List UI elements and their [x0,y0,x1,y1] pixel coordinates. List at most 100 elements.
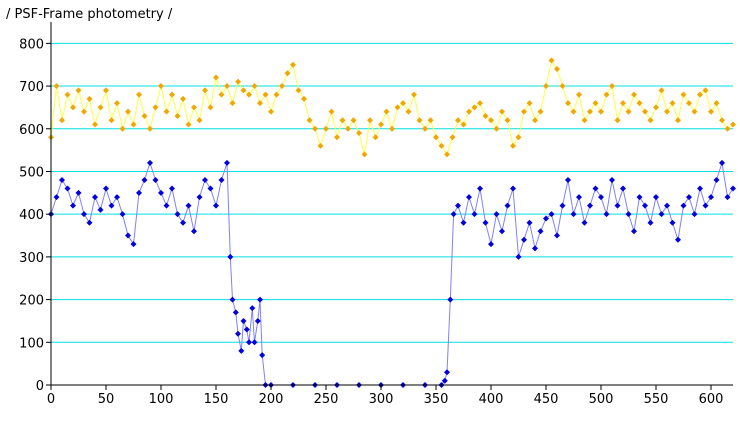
data-point-yellow-4 [70,104,76,111]
y-tick-label-800: 800 [19,37,44,52]
data-point-blue-79 [559,202,566,209]
data-point-blue-81 [570,211,577,218]
data-point-yellow-16 [136,91,142,98]
data-point-blue-69 [504,202,511,209]
data-point-yellow-19 [152,104,159,111]
x-tick-label-550: 550 [644,392,669,407]
data-point-yellow-93 [559,83,566,90]
data-point-blue-61 [460,219,467,226]
x-tick-label-150: 150 [204,392,229,407]
data-point-blue-107 [713,177,720,184]
data-point-yellow-22 [169,91,175,98]
y-tick-label-300: 300 [19,251,44,266]
data-point-yellow-24 [180,95,186,102]
data-point-blue-105 [702,202,709,209]
data-point-yellow-13 [119,125,126,132]
data-point-yellow-54 [345,125,351,132]
data-point-blue-5 [75,189,82,196]
data-point-blue-22 [169,185,175,192]
data-point-blue-85 [592,185,599,192]
data-point-blue-4 [70,202,76,209]
data-point-yellow-42 [279,83,285,90]
data-point-blue-82 [576,194,582,201]
data-point-blue-59 [450,211,457,218]
data-point-yellow-95 [570,108,577,115]
y-tick-label-500: 500 [19,165,44,180]
data-point-yellow-64 [400,100,406,107]
data-point-blue-26 [191,228,197,235]
data-point-yellow-110 [653,104,659,111]
data-point-blue-3 [64,185,71,192]
data-point-yellow-122 [719,117,725,124]
data-point-blue-16 [136,189,142,196]
data-point-yellow-14 [125,108,131,115]
data-point-yellow-92 [554,65,560,72]
data-point-yellow-30 [213,74,219,81]
data-point-yellow-34 [235,78,241,85]
data-point-yellow-61 [383,108,390,115]
data-point-yellow-45 [295,87,302,94]
data-point-blue-10 [103,185,109,192]
data-point-blue-2 [59,177,65,184]
data-point-blue-62 [466,194,472,201]
data-point-yellow-105 [625,108,632,115]
data-point-yellow-81 [493,125,500,132]
data-point-blue-71 [515,253,522,260]
x-tick-label-0: 0 [47,392,55,407]
x-tick-label-450: 450 [534,392,559,407]
data-point-yellow-73 [449,134,456,141]
data-point-blue-63 [471,211,478,218]
data-point-yellow-35 [240,87,247,94]
data-point-yellow-87 [526,100,533,107]
data-point-yellow-68 [422,125,428,132]
data-point-blue-44 [257,296,263,303]
data-point-yellow-51 [328,108,335,115]
x-tick-label-600: 600 [699,392,724,407]
data-point-yellow-112 [664,108,670,115]
y-axis-ticks: 0 100 200 300 400 500 600 700 800 [19,37,51,394]
data-point-yellow-91 [548,57,555,64]
data-point-blue-32 [224,159,230,166]
data-point-blue-68 [499,228,505,235]
data-point-yellow-79 [482,112,489,119]
data-point-yellow-101 [603,91,610,98]
y-tick-label-600: 600 [19,123,44,138]
data-point-yellow-63 [394,104,401,111]
data-point-yellow-17 [141,112,148,119]
data-point-yellow-77 [471,104,478,111]
x-tick-label-100: 100 [149,392,174,407]
data-point-blue-87 [603,211,610,218]
data-point-blue-99 [669,219,676,226]
data-point-blue-60 [455,202,461,209]
data-point-blue-15 [130,241,137,248]
data-point-blue-28 [202,177,208,184]
x-axis-ticks: 0 50 100 150 200 250 300 350 400 450 500 550 600 [47,385,724,407]
data-point-yellow-46 [301,95,307,102]
data-point-blue-45 [259,352,266,359]
data-point-yellow-60 [378,121,384,128]
data-point-yellow-2 [59,117,65,124]
data-point-blue-24 [180,219,186,226]
data-point-yellow-49 [317,142,324,149]
data-point-blue-83 [581,219,588,226]
data-point-blue-6 [81,211,87,218]
data-point-blue-65 [482,219,489,226]
data-point-blue-17 [141,177,148,184]
data-point-yellow-15 [130,121,137,128]
data-point-yellow-18 [147,125,153,132]
data-point-yellow-74 [455,117,461,124]
data-point-yellow-55 [350,117,357,124]
chart-title: / PSF-Frame photometry / [6,7,173,22]
data-point-blue-14 [125,232,131,239]
data-point-yellow-3 [64,91,71,98]
data-point-yellow-8 [92,121,98,128]
x-tick-label-500: 500 [589,392,614,407]
data-point-blue-12 [114,194,120,201]
data-point-blue-102 [686,194,692,201]
data-point-yellow-9 [97,104,104,111]
data-point-blue-93 [636,194,643,201]
data-point-yellow-52 [334,134,340,141]
data-point-blue-31 [218,177,225,184]
data-point-blue-97 [658,211,665,218]
